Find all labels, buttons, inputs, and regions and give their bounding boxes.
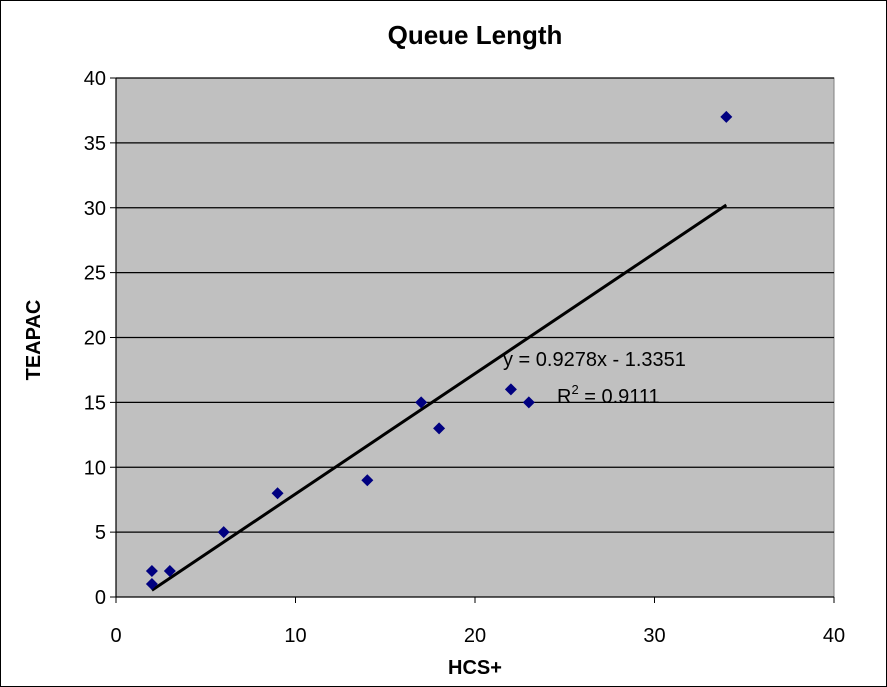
data-point	[145, 565, 158, 578]
data-points	[145, 110, 733, 591]
x-tick-label: 10	[284, 625, 306, 647]
data-point	[720, 110, 733, 123]
y-tick-label: 15	[84, 392, 106, 414]
data-point	[217, 526, 230, 539]
y-tick-label: 5	[95, 522, 106, 544]
y-tick-label: 30	[84, 198, 106, 220]
data-point	[271, 487, 284, 500]
y-tick-label: 40	[84, 68, 106, 90]
r-squared-prefix: R	[557, 386, 571, 408]
y-tick-label: 25	[84, 263, 106, 285]
data-point	[145, 578, 158, 591]
y-tick-label: 10	[84, 457, 106, 479]
data-point	[163, 565, 176, 578]
y-axis-title: TEAPAC	[23, 300, 45, 381]
data-point	[504, 383, 517, 396]
y-tick-label: 35	[84, 133, 106, 155]
trendline-group	[151, 203, 728, 592]
gridlines	[116, 77, 834, 533]
x-tick-label: 0	[110, 625, 121, 647]
r-squared-superscript: 2	[571, 382, 578, 397]
r-squared-value: = 0.9111	[579, 386, 660, 408]
trendline	[151, 203, 728, 592]
trendline-equation: y = 0.9278x - 1.3351	[503, 349, 686, 371]
y-tick-label: 20	[84, 328, 106, 350]
data-point	[415, 396, 428, 409]
x-axis-title: HCS+	[448, 657, 502, 679]
y-axis-ticks: 0 5 10 15 20 25 30 35 40	[84, 68, 116, 609]
data-point	[522, 396, 535, 409]
y-tick-label: 0	[95, 587, 106, 609]
x-tick-label: 30	[643, 625, 665, 647]
r-squared-label: R2 = 0.9111	[557, 382, 660, 408]
data-point	[361, 474, 374, 487]
data-point	[433, 422, 446, 435]
x-tick-label: 20	[464, 625, 486, 647]
chart-title: Queue Length	[388, 20, 563, 50]
x-axis-ticks: 0 10 20 30 40	[110, 597, 845, 647]
x-tick-label: 40	[823, 625, 845, 647]
